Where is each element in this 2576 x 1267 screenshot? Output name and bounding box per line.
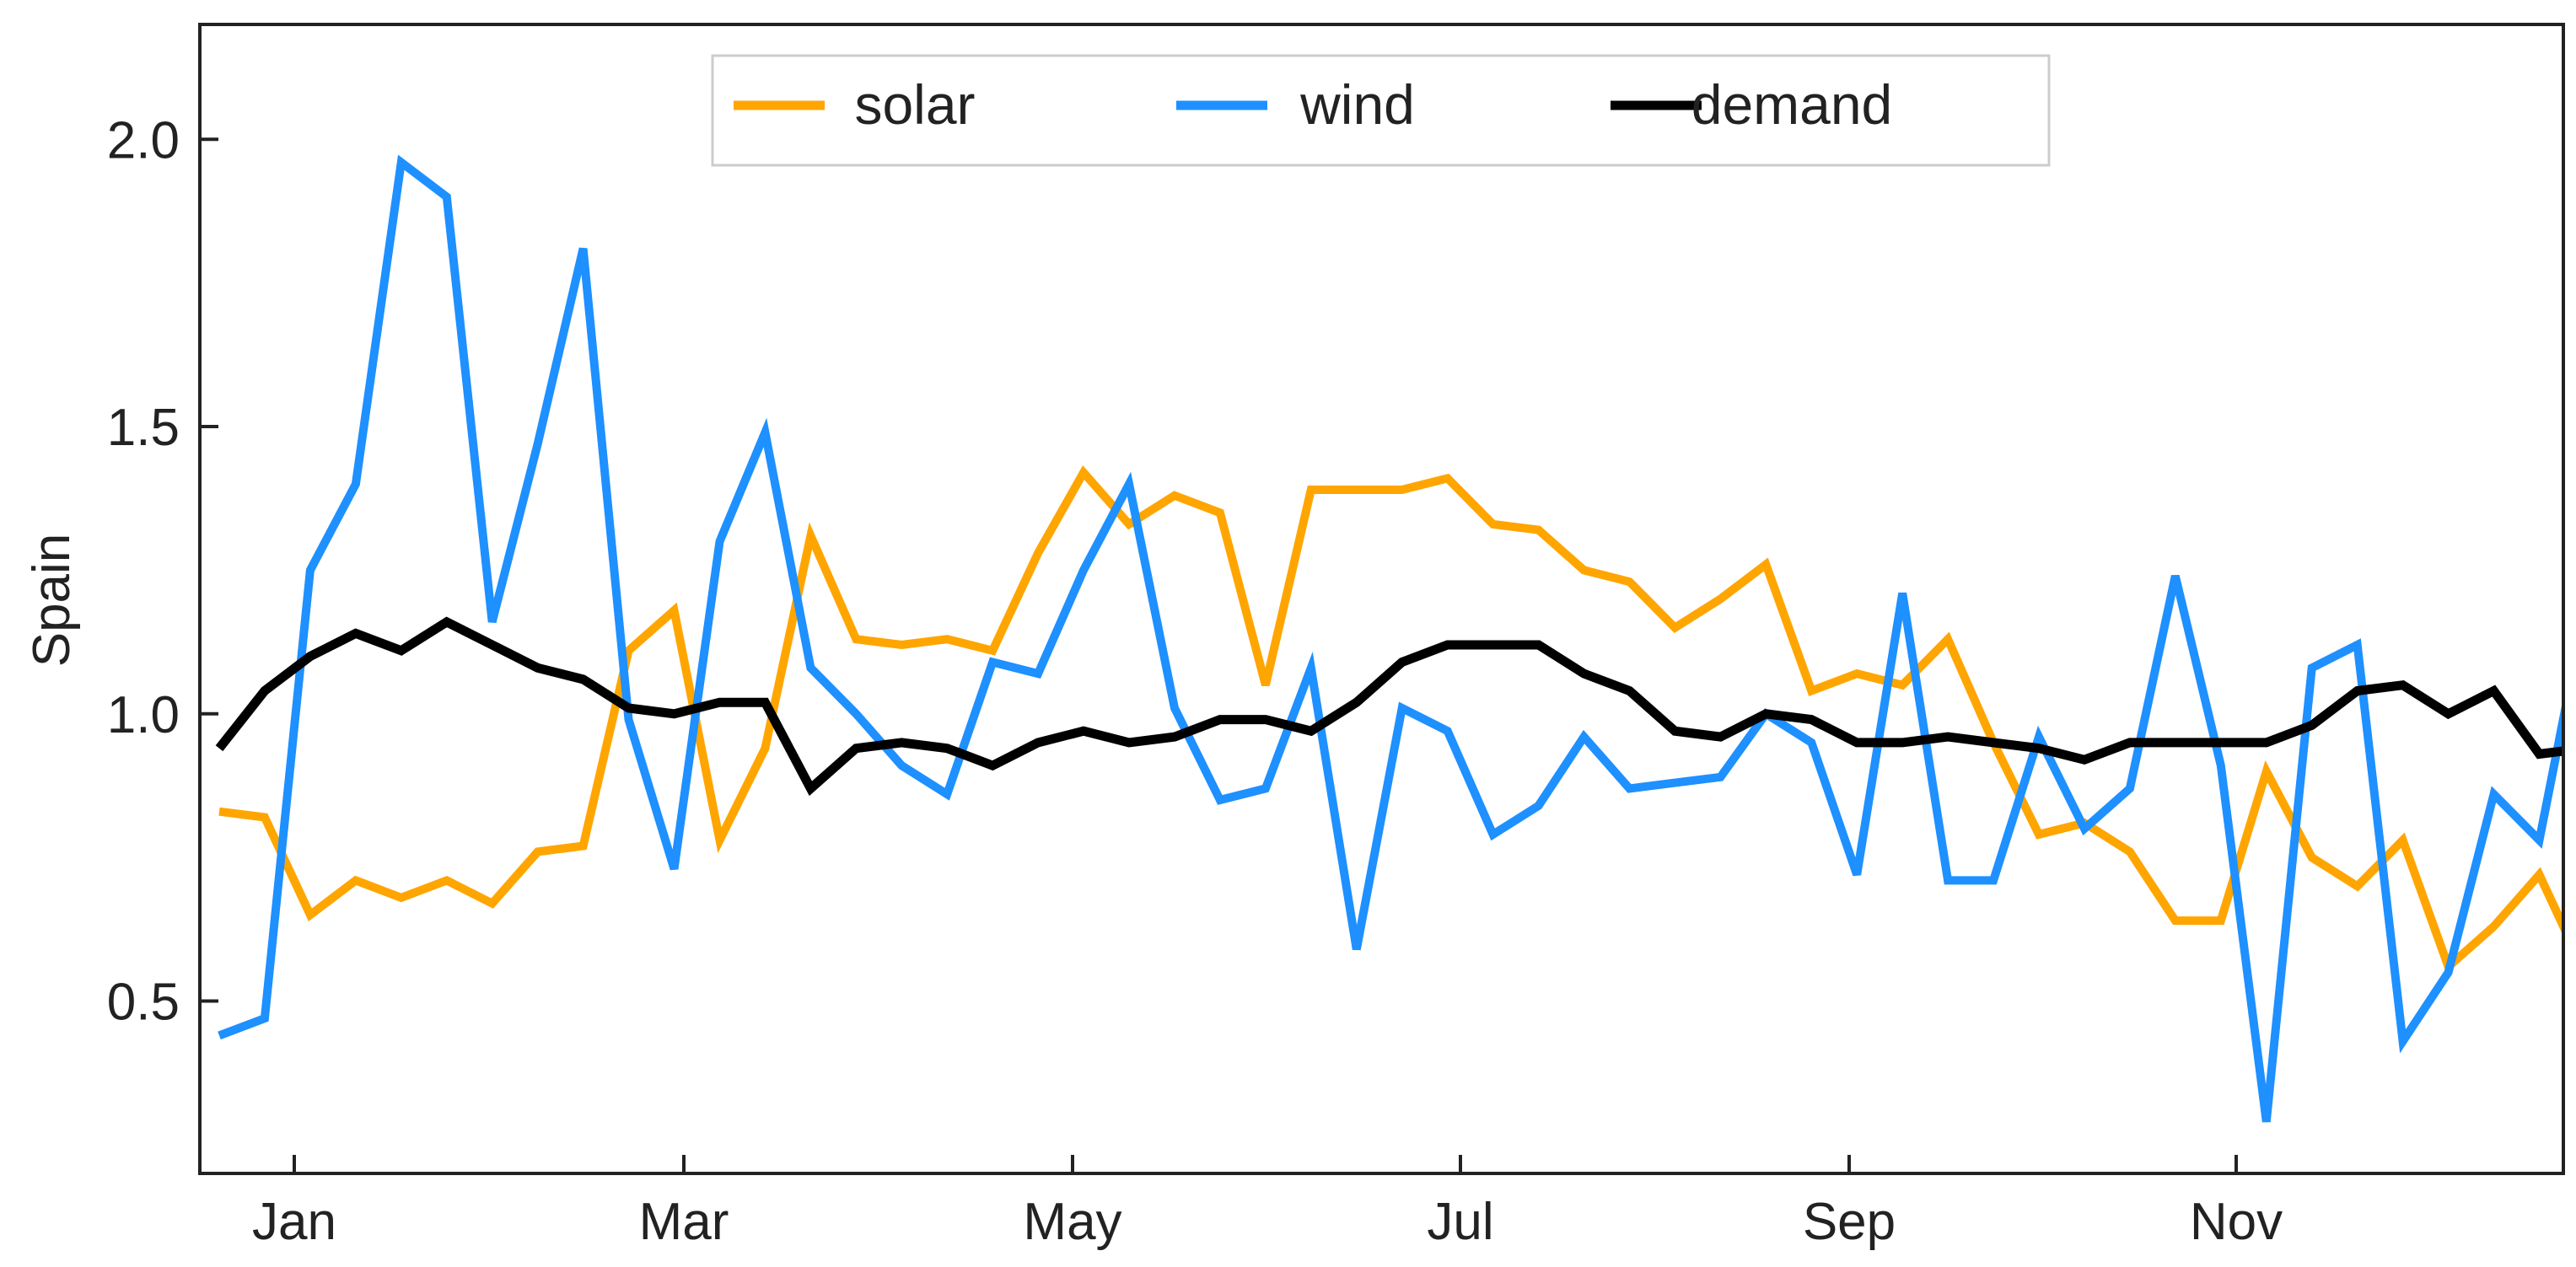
legend: solar wind demand xyxy=(711,54,2051,167)
y-tick-label: 1.5 xyxy=(107,399,180,457)
y-tick-label: 0.5 xyxy=(107,974,180,1032)
series-line-solar xyxy=(218,465,2563,974)
plot-frame xyxy=(198,23,2565,1175)
x-tick-label: Jan xyxy=(252,1193,336,1251)
x-tick-label: Sep xyxy=(1803,1193,1896,1251)
legend-items: solar wind demand xyxy=(734,73,1892,136)
y-axis-ticks: 0.5 1.0 1.5 2.0 xyxy=(107,111,218,1032)
x-tick-label: Mar xyxy=(639,1193,729,1251)
x-tick-label: May xyxy=(1023,1193,1121,1251)
y-tick-label: 1.0 xyxy=(107,686,180,744)
series-line-wind xyxy=(218,154,2563,1123)
legend-label-demand: demand xyxy=(1691,73,1893,136)
series-line-demand xyxy=(215,616,2563,797)
legend-label-solar: solar xyxy=(854,73,975,136)
x-axis-ticks: Jan Mar May Jul Sep Nov xyxy=(252,1155,2283,1251)
y-axis-label: Spain xyxy=(23,534,81,668)
legend-frame xyxy=(711,54,2051,167)
legend-label-wind: wind xyxy=(1299,73,1415,136)
series-lines xyxy=(215,154,2563,1123)
x-tick-label: Nov xyxy=(2190,1193,2283,1251)
y-tick-label: 2.0 xyxy=(107,111,180,169)
x-tick-label: Jul xyxy=(1427,1193,1493,1251)
